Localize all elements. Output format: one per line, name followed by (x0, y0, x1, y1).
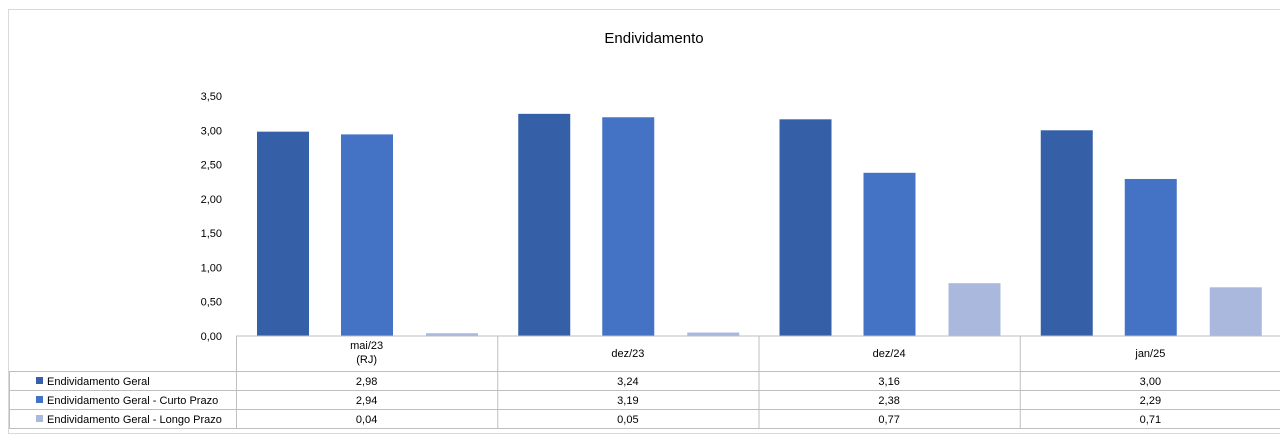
chart-title: Endividamento (604, 30, 703, 47)
legend-key (36, 396, 43, 403)
data-value-label: 2,98 (356, 376, 377, 388)
y-tick-label: 3,50 (201, 91, 222, 103)
data-table: mai/23 (RJ) dez/23 dez/24 jan/25 Endividament… (9, 335, 1280, 429)
data-value-label: 3,24 (617, 376, 638, 388)
data-value-label: 0,77 (878, 414, 899, 426)
bar (257, 131, 309, 336)
debt-bar-chart: Endividamento 0,00 0,50 1,00 1,50 2,00 2,50 3,… (9, 30, 1280, 429)
x-category-label: mai/23 (350, 340, 383, 352)
data-value-label: 0,05 (617, 414, 638, 426)
chart-container: Endividamento 0,00 0,50 1,00 1,50 2,00 2,50 3,… (8, 9, 1280, 434)
y-tick-label: 0,00 (201, 331, 222, 343)
x-category-label: dez/24 (873, 348, 906, 360)
data-value-label: 0,04 (356, 414, 377, 426)
x-category-label: (RJ) (356, 354, 377, 366)
y-tick-label: 2,00 (201, 194, 222, 206)
bar (779, 119, 832, 336)
bar (1209, 287, 1262, 336)
data-value-label: 3,19 (617, 395, 638, 407)
data-value-label: 3,00 (1140, 376, 1161, 388)
x-category-label: jan/25 (1134, 348, 1165, 360)
y-tick-label: 2,50 (201, 160, 222, 172)
bar (1040, 130, 1093, 336)
data-value-label: 2,38 (878, 395, 899, 407)
legend-label: Endividamento Geral (47, 376, 150, 388)
legend-key (36, 377, 43, 384)
y-tick-label: 3,00 (201, 125, 222, 137)
y-tick-label: 1,50 (201, 228, 222, 240)
bar (948, 283, 1001, 336)
bar (687, 332, 740, 336)
legend-key (36, 415, 43, 422)
bar (518, 113, 571, 336)
bar (602, 117, 655, 336)
bar (341, 134, 393, 336)
legend-label: Endividamento Geral - Curto Prazo (47, 395, 218, 407)
data-value-label: 0,71 (1140, 414, 1161, 426)
y-tick-label: 1,00 (201, 262, 222, 274)
bars (257, 113, 1262, 336)
data-value-label: 2,94 (356, 395, 377, 407)
legend-label: Endividamento Geral - Longo Prazo (47, 414, 222, 426)
data-value-label: 2,29 (1140, 395, 1161, 407)
bar (863, 172, 916, 336)
bar (426, 333, 478, 336)
bar (1124, 178, 1177, 336)
y-axis: 0,00 0,50 1,00 1,50 2,00 2,50 3,00 3,50 (201, 91, 222, 343)
y-tick-label: 0,50 (201, 297, 222, 309)
x-category-label: dez/23 (611, 348, 644, 360)
data-value-label: 3,16 (878, 376, 899, 388)
